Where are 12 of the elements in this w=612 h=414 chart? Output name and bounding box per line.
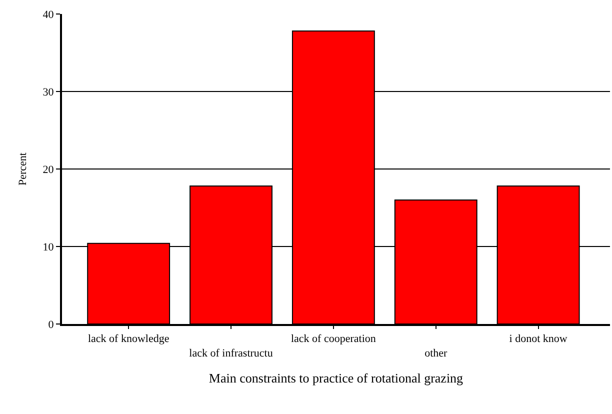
y-tick-label: 40 [42,8,54,21]
x-tick-label: lack of cooperation [290,333,376,346]
y-axis-title: Percent [16,152,29,186]
y-tick-label: 0 [48,318,54,331]
x-tick-label: i donot know [509,333,568,346]
x-tick-label: lack of infrastructu [189,348,274,360]
x-tick-label: other [424,348,448,360]
x-axis-title: Main constraints to practice of rotational grazing [208,370,464,386]
y-tick-label: 20 [42,164,54,176]
y-tick-label: 10 [42,241,54,254]
x-tick-label: lack of knowledge [88,333,170,346]
y-tick-label: 30 [42,86,54,98]
